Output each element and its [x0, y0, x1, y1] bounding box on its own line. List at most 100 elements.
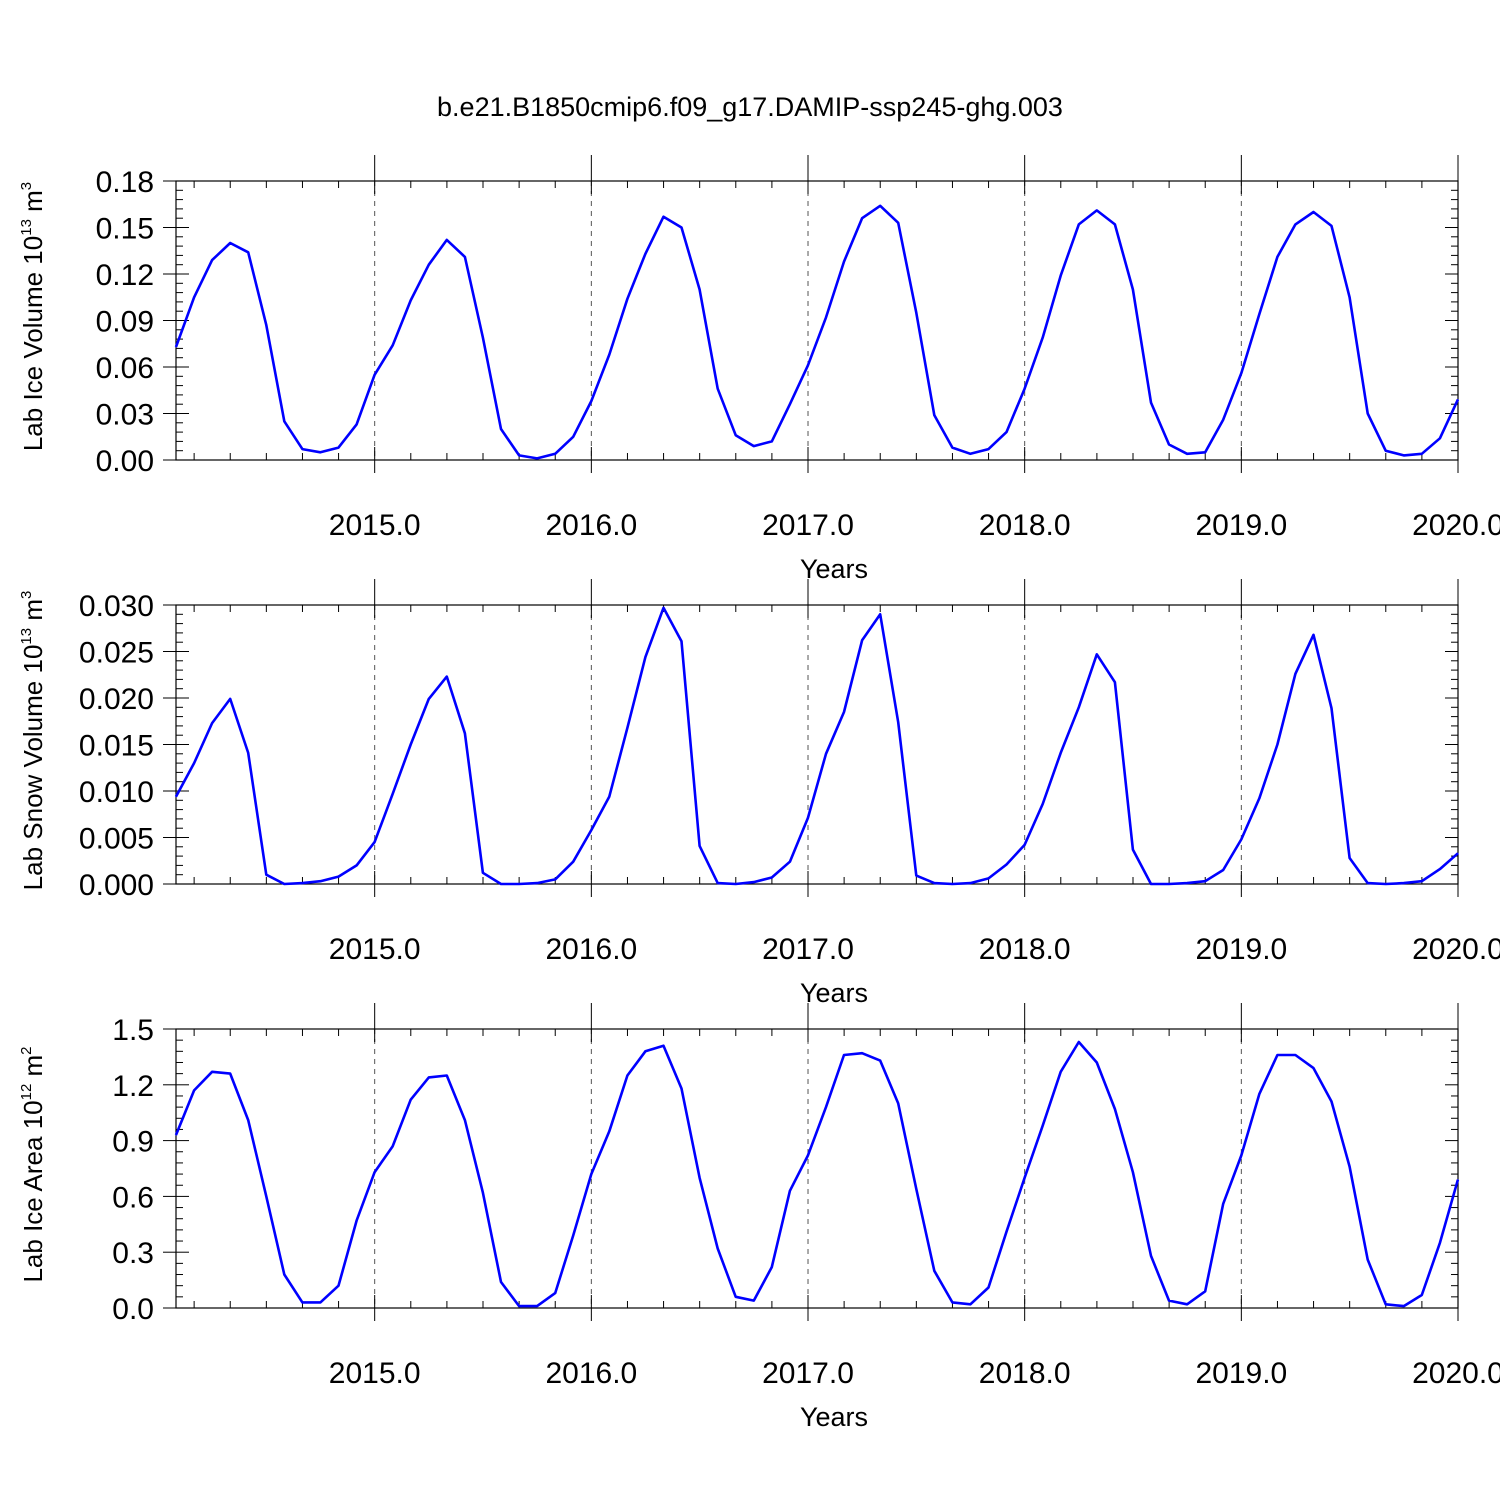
x-tick-label: 2017.0: [762, 1357, 854, 1390]
data-point: [680, 226, 683, 229]
y-axis-label-superscript: 3: [18, 182, 35, 190]
y-tick-label: 0.15: [96, 213, 154, 246]
data-point: [1078, 1041, 1080, 1043]
data-point: [1114, 681, 1116, 683]
data-point: [229, 242, 231, 244]
data-point: [825, 753, 827, 755]
data-point: [337, 447, 340, 449]
data-point: [753, 881, 755, 883]
data-point: [662, 1045, 665, 1047]
data-point: [1024, 1177, 1026, 1179]
data-point: [283, 883, 285, 885]
x-tick-label: 2015.0: [329, 509, 421, 542]
y-axis-label-part: Lab Ice Volume 10: [18, 236, 48, 451]
data-point: [428, 698, 430, 700]
y-axis-label-superscript: 2: [18, 1046, 35, 1054]
y-tick-label: 1.2: [112, 1070, 154, 1103]
data-point: [175, 346, 177, 348]
data-point: [771, 876, 773, 879]
data-point: [247, 251, 249, 253]
data-point: [1132, 1171, 1134, 1173]
data-point: [356, 864, 358, 867]
data-point: [337, 876, 340, 878]
y-axis-label-part: m: [18, 1055, 48, 1084]
y-tick-label: 0.03: [96, 399, 154, 432]
x-tick-label: 2017.0: [762, 933, 854, 966]
y-tick-label: 0.09: [96, 306, 154, 339]
data-point: [572, 1234, 574, 1237]
data-point: [247, 1119, 249, 1121]
data-point: [446, 239, 448, 241]
data-point: [1060, 1071, 1062, 1073]
data-point: [879, 613, 881, 615]
data-point: [1403, 1305, 1405, 1307]
x-tick-label: 2017.0: [762, 509, 854, 542]
data-point: [1276, 743, 1278, 746]
y-axis-label-part: m: [18, 599, 48, 628]
series-line: [174, 606, 1459, 886]
data-point: [1168, 443, 1170, 446]
data-point: [897, 1102, 899, 1104]
x-tick-label: 2019.0: [1195, 1357, 1287, 1390]
data-point: [1096, 653, 1098, 655]
data-point: [969, 882, 972, 884]
data-point: [915, 312, 917, 314]
data-point: [1204, 880, 1206, 882]
data-point: [644, 656, 647, 658]
y-axis-label-part: m: [18, 190, 48, 219]
y-axis-label: Lab Ice Volume 1013 m3: [18, 182, 48, 451]
data-point: [1005, 863, 1008, 866]
y-axis-label: Lab Ice Area 1012 m2: [18, 1046, 48, 1282]
data-point: [644, 1050, 647, 1052]
data-point: [1024, 844, 1026, 846]
data-point: [500, 428, 502, 430]
data-point: [699, 845, 701, 847]
data-point: [1421, 453, 1423, 455]
data-point: [464, 256, 466, 258]
data-point: [969, 1303, 972, 1305]
data-point: [699, 1177, 701, 1179]
data-point: [301, 882, 303, 884]
data-point: [1457, 852, 1459, 854]
data-point: [717, 1247, 719, 1250]
data-point: [1240, 372, 1242, 374]
y-tick-label: 0.12: [96, 259, 154, 292]
data-point: [374, 374, 376, 376]
data-point: [1005, 431, 1008, 433]
y-tick-label: 0.9: [112, 1126, 154, 1159]
plot-frame: [175, 1028, 1459, 1309]
x-axis-label: Years: [800, 554, 868, 584]
data-point: [1367, 882, 1369, 884]
data-point: [265, 874, 267, 876]
y-axis-label: Lab Snow Volume 1013 m3: [18, 591, 48, 891]
data-point: [319, 1301, 321, 1303]
data-point: [1132, 849, 1134, 851]
data-point: [1204, 451, 1206, 453]
data-point: [356, 1220, 358, 1222]
data-point: [1186, 453, 1188, 455]
data-point: [410, 743, 412, 746]
data-point: [392, 1145, 394, 1147]
data-point: [933, 1270, 935, 1272]
data-point: [265, 324, 267, 326]
data-point: [554, 878, 556, 881]
data-point: [1385, 883, 1387, 885]
data-point: [1168, 883, 1170, 885]
data-point: [915, 1188, 917, 1190]
data-point: [753, 445, 755, 447]
data-point: [807, 364, 809, 366]
data-point: [301, 1301, 303, 1303]
data-point: [590, 400, 592, 402]
data-point: [1276, 1054, 1278, 1056]
data-point: [482, 872, 484, 874]
data-point: [464, 1119, 466, 1121]
data-point: [175, 796, 177, 798]
data-point: [518, 1305, 520, 1307]
data-point: [283, 420, 285, 422]
data-point: [1385, 1303, 1387, 1305]
data-point: [1150, 1255, 1152, 1257]
panel-2: 2015.0 2016.0 2017.0 2018.0 2019.0 2020.0 Year…: [18, 579, 1500, 1008]
data-point: [392, 793, 394, 795]
data-point: [807, 1154, 809, 1157]
